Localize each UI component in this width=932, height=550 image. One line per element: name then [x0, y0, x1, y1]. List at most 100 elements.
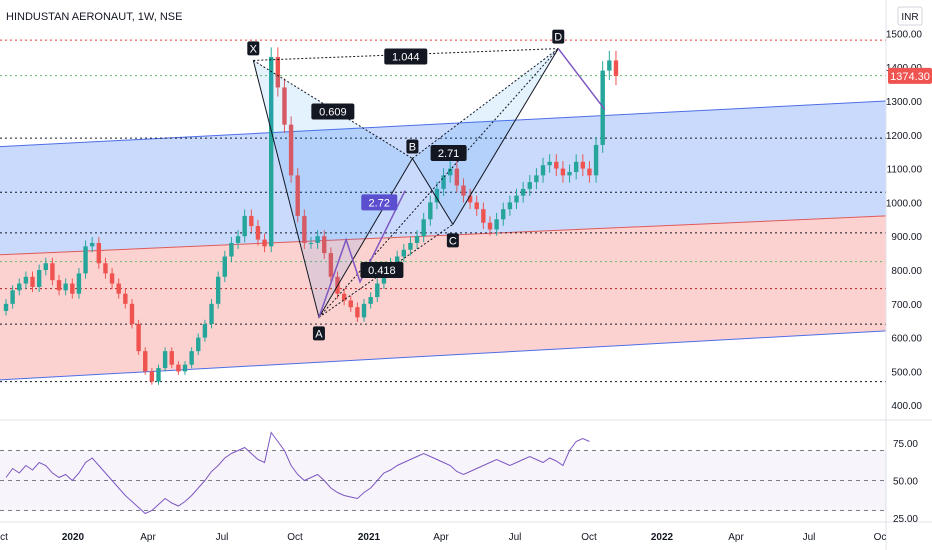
candle-body[interactable]: [50, 263, 55, 281]
candle-body[interactable]: [322, 236, 327, 254]
candle-body[interactable]: [282, 87, 287, 125]
candle-body[interactable]: [275, 57, 281, 88]
candle-body[interactable]: [514, 195, 519, 203]
candle-body[interactable]: [202, 324, 208, 338]
rsi-line[interactable]: [5, 431, 590, 515]
candle-body[interactable]: [76, 273, 82, 294]
candle-body[interactable]: [30, 276, 35, 287]
candle-body[interactable]: [441, 175, 446, 189]
candle-body[interactable]: [242, 215, 247, 237]
candle-body[interactable]: [295, 175, 300, 216]
candle-body[interactable]: [527, 182, 532, 189]
candle-body[interactable]: [23, 276, 29, 284]
candle-body[interactable]: [222, 256, 227, 277]
candle-body[interactable]: [3, 303, 9, 311]
candle-body[interactable]: [567, 171, 572, 176]
candle-body[interactable]: [162, 351, 168, 369]
candle-body[interactable]: [501, 209, 506, 220]
candle-body[interactable]: [10, 290, 15, 304]
candle-body[interactable]: [109, 273, 115, 284]
candle-body[interactable]: [249, 215, 254, 227]
candle-body[interactable]: [43, 263, 48, 271]
candle-body[interactable]: [196, 337, 201, 352]
time-axis[interactable]: ct 2020 Apr Jul Oct 2021 Apr Jul Oct 2022 Apr Jul Oc: [0, 532, 886, 543]
candle-body[interactable]: [156, 368, 161, 382]
rsi-axis[interactable]: 25.00 50.00 75.00: [893, 439, 918, 525]
candle-body[interactable]: [302, 215, 307, 243]
candle-body[interactable]: [17, 283, 22, 291]
candle-body[interactable]: [587, 168, 592, 176]
pattern-point-marker[interactable]: [446, 233, 459, 248]
candle-body[interactable]: [607, 60, 612, 71]
candle-body[interactable]: [315, 236, 320, 243]
candle-body[interactable]: [328, 253, 334, 277]
candle-body[interactable]: [149, 371, 155, 382]
candle-body[interactable]: [414, 236, 420, 243]
candle-body[interactable]: [355, 307, 360, 318]
candle-body[interactable]: [255, 226, 261, 240]
pattern-point-marker[interactable]: [406, 139, 419, 154]
candle-body[interactable]: [540, 165, 546, 176]
candle-body[interactable]: [481, 209, 486, 223]
candle-body[interactable]: [129, 303, 135, 325]
candle-body[interactable]: [375, 283, 380, 298]
projection-line[interactable]: [557, 48, 606, 110]
candle-body[interactable]: [215, 276, 221, 304]
candle-body[interactable]: [361, 303, 367, 318]
candle-body[interactable]: [235, 236, 241, 243]
candle-body[interactable]: [467, 195, 473, 203]
candle-body[interactable]: [89, 242, 95, 247]
candle-body[interactable]: [448, 168, 453, 176]
candle-body[interactable]: [613, 60, 619, 76]
candle-body[interactable]: [209, 303, 214, 325]
candle-body[interactable]: [421, 219, 426, 237]
candle-body[interactable]: [116, 283, 121, 294]
candle-body[interactable]: [534, 175, 539, 183]
candle-body[interactable]: [573, 161, 579, 172]
candle-body[interactable]: [454, 168, 460, 186]
candle-body[interactable]: [547, 161, 552, 166]
candle-body[interactable]: [401, 249, 406, 257]
candle-body[interactable]: [580, 161, 586, 169]
candle-body[interactable]: [554, 161, 559, 169]
candle-body[interactable]: [408, 242, 413, 250]
candle-body[interactable]: [593, 144, 599, 176]
candle-body[interactable]: [269, 57, 274, 247]
candle-body[interactable]: [96, 242, 102, 264]
candle-body[interactable]: [487, 222, 493, 230]
pattern-point-marker[interactable]: [552, 29, 565, 44]
channel-middle-line[interactable]: [0, 215, 887, 256]
candle-body[interactable]: [461, 185, 466, 196]
candle-body[interactable]: [428, 202, 433, 220]
candle-body[interactable]: [434, 188, 440, 203]
candle-body[interactable]: [348, 300, 353, 308]
pattern-point-marker[interactable]: [312, 326, 325, 341]
candle-body[interactable]: [103, 263, 108, 274]
candle-body[interactable]: [520, 188, 526, 196]
candle-body[interactable]: [189, 351, 194, 365]
candle-body[interactable]: [262, 239, 267, 247]
candle-body[interactable]: [182, 364, 188, 372]
pattern-point-marker[interactable]: [247, 41, 260, 56]
candle-body[interactable]: [63, 283, 68, 291]
candle-body[interactable]: [288, 124, 294, 176]
candle-body[interactable]: [169, 351, 174, 365]
candle-body[interactable]: [136, 324, 141, 352]
candle-body[interactable]: [394, 256, 400, 264]
candle-body[interactable]: [494, 219, 499, 230]
candle-body[interactable]: [368, 297, 373, 304]
channel-upper-line[interactable]: [0, 100, 887, 148]
candle-body[interactable]: [560, 168, 566, 176]
channel-lower-line[interactable]: [0, 330, 887, 381]
candle-body[interactable]: [70, 283, 75, 294]
candle-body[interactable]: [341, 293, 347, 301]
candle-body[interactable]: [83, 246, 88, 274]
candle-body[interactable]: [176, 364, 181, 372]
candle-body[interactable]: [474, 202, 479, 210]
candle-body[interactable]: [56, 280, 62, 291]
candle-body[interactable]: [507, 202, 513, 210]
candle-body[interactable]: [308, 242, 314, 244]
currency-button[interactable]: [897, 6, 923, 26]
candle-body[interactable]: [229, 242, 234, 257]
candle-body[interactable]: [143, 351, 148, 372]
